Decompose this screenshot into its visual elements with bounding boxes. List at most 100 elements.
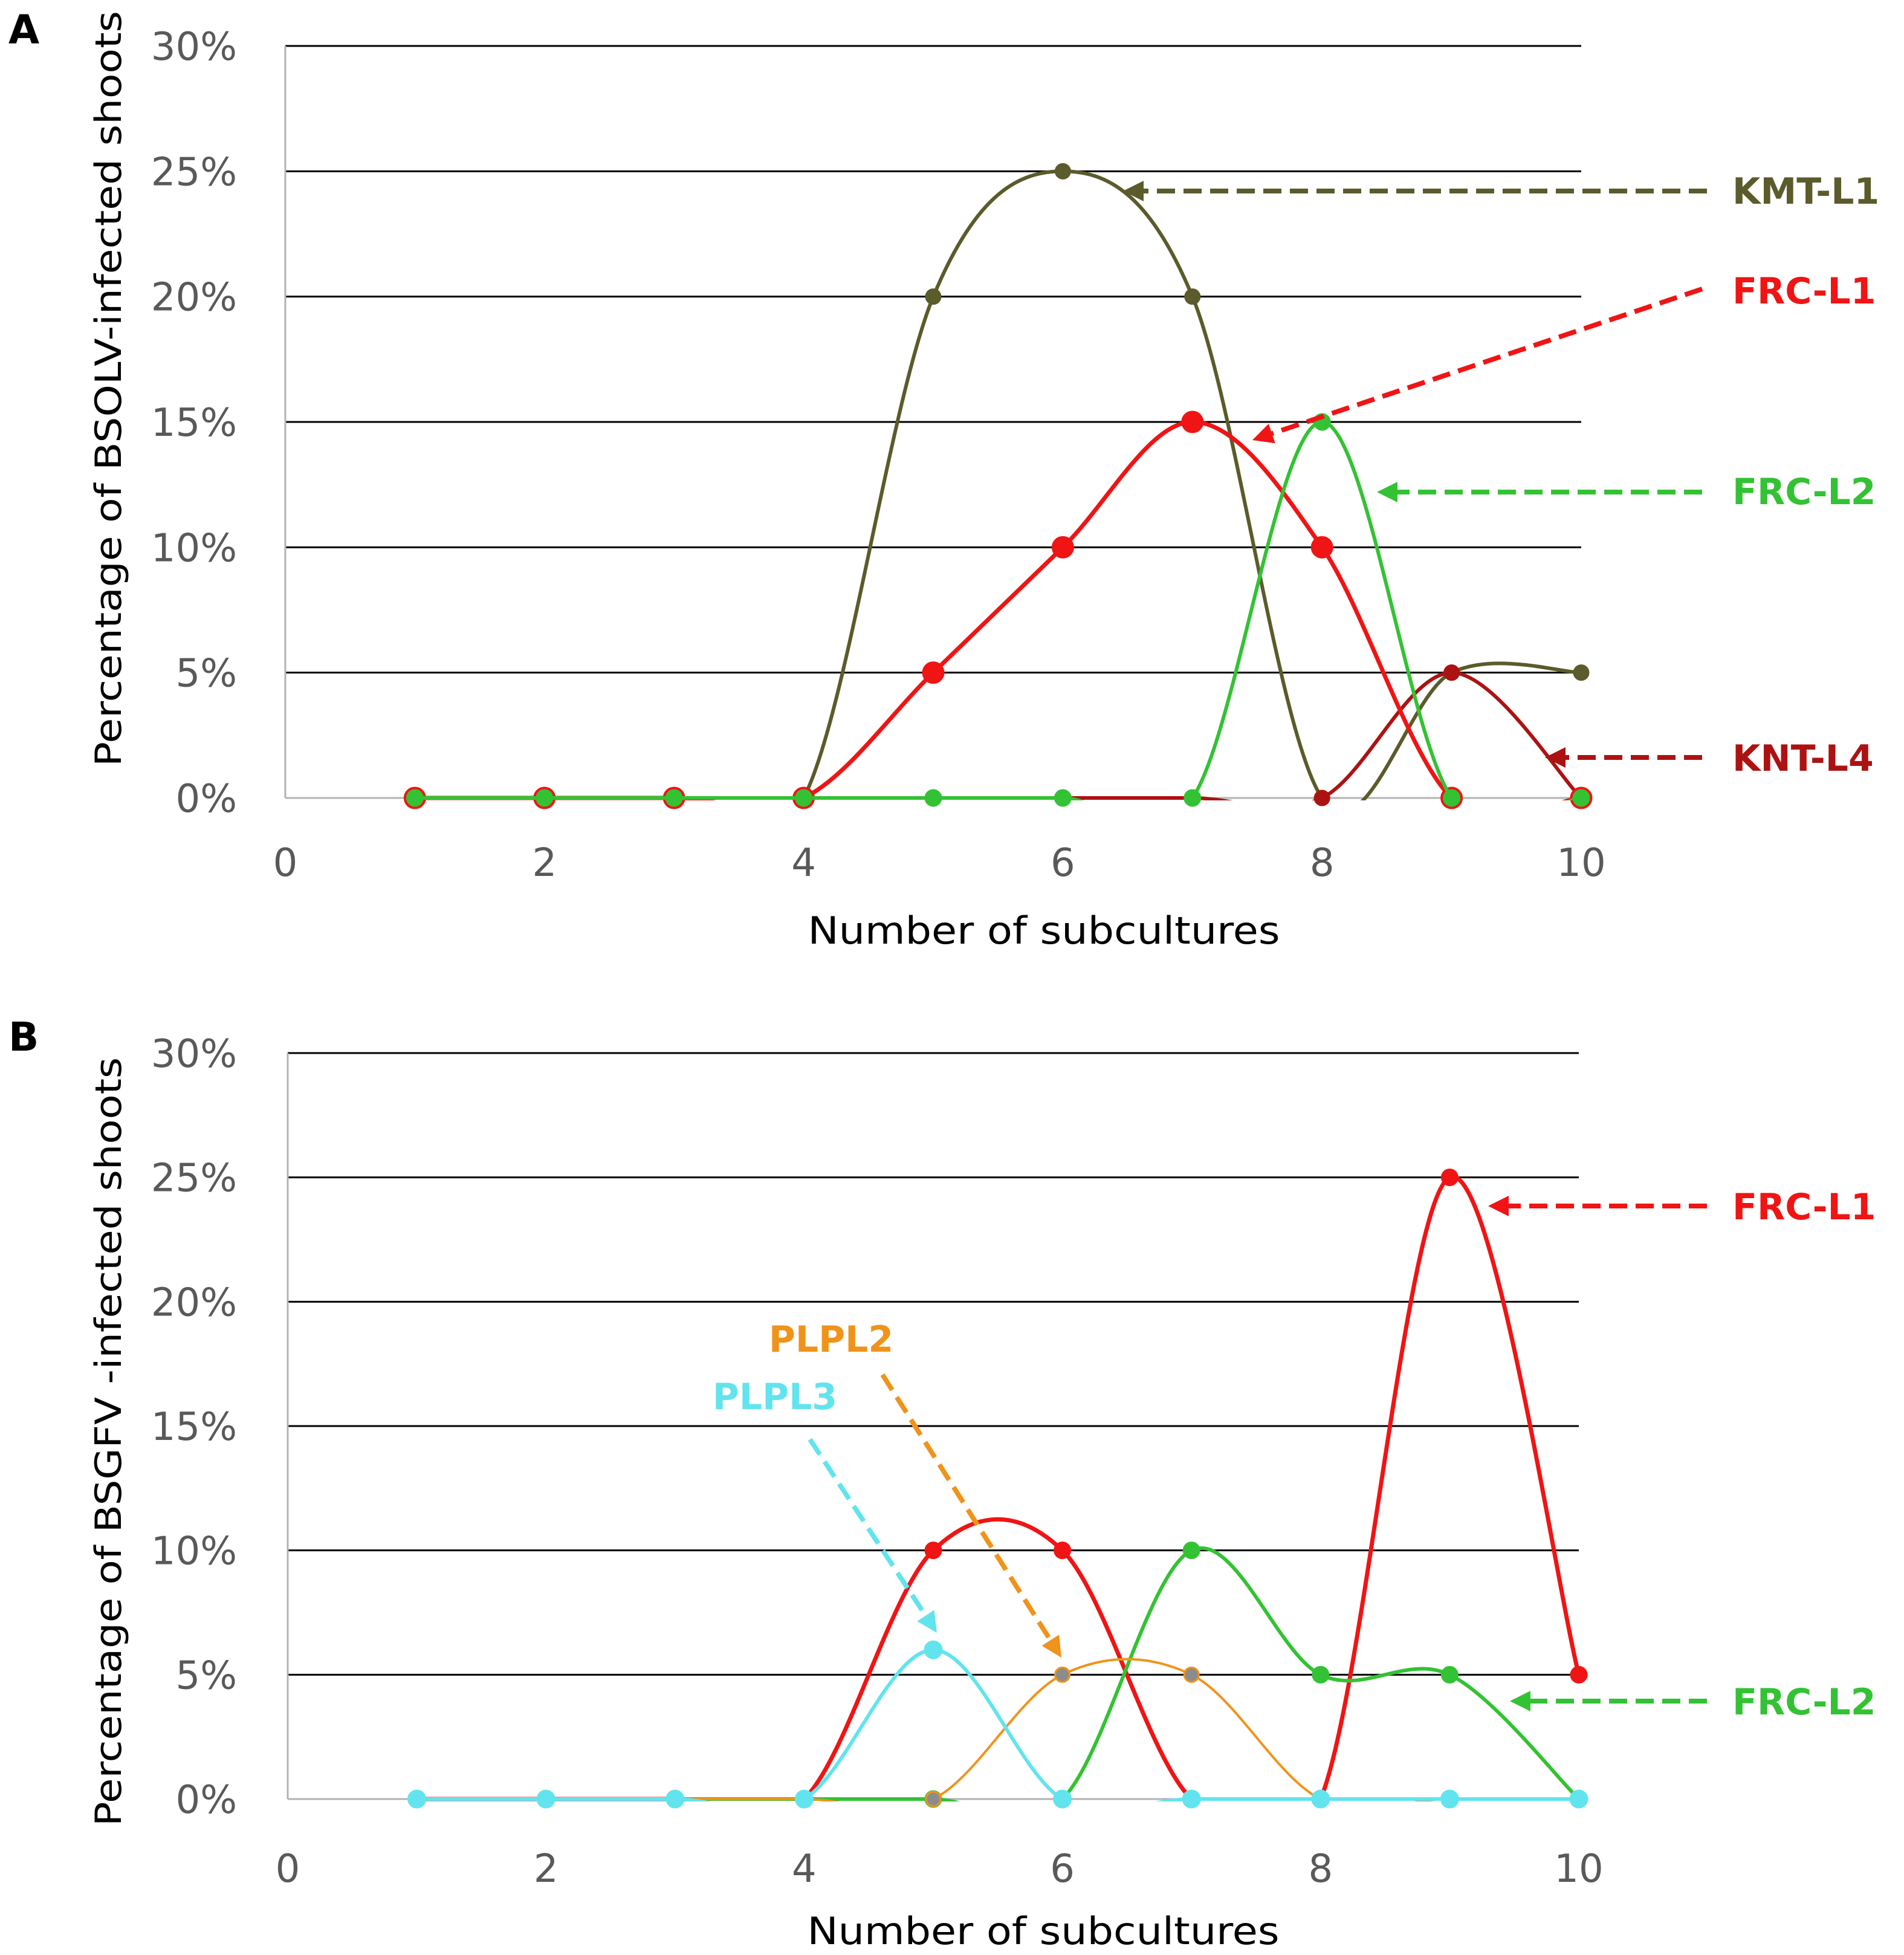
data-point	[1440, 1169, 1459, 1187]
data-point	[1054, 1666, 1071, 1683]
y-tick-label: 30%	[151, 25, 237, 70]
annotation-frc-l1: FRC-L1	[1488, 1186, 1876, 1228]
annotation-label: FRC-L2	[1732, 471, 1876, 513]
annotation-label: KMT-L1	[1732, 170, 1879, 213]
annotation-arrowhead	[1377, 482, 1397, 502]
annotation-arrow-line	[808, 1438, 928, 1617]
data-point	[1443, 664, 1460, 681]
x-tick-label: 6	[1051, 841, 1075, 886]
annotation-arrowhead	[1123, 181, 1144, 201]
annotation-frc-l2: FRC-L2	[1510, 1681, 1876, 1723]
series-line	[415, 1648, 1581, 1801]
chart-panel-a: A 0% 5% 10% 15% 20% 25% 30% 0 2 4 6 8 10 Number of sub…	[8, 7, 1879, 953]
data-point	[1440, 1665, 1459, 1684]
data-point	[665, 789, 683, 807]
x-tick-label: 4	[791, 841, 816, 886]
x-tick-label: 8	[1310, 841, 1335, 886]
panel-label: B	[8, 1014, 39, 1060]
y-tick-label: 20%	[151, 276, 237, 320]
data-point	[924, 1542, 942, 1560]
data-point	[536, 789, 554, 807]
y-tick-label: 0%	[175, 777, 237, 822]
series-line	[412, 420, 1584, 800]
annotation-label: FRC-L1	[1732, 1186, 1876, 1228]
data-point	[1313, 789, 1330, 806]
data-point	[924, 1640, 943, 1659]
series-line	[413, 169, 1583, 800]
series-line	[415, 1658, 1580, 1801]
series-frc-l1	[403, 410, 1593, 809]
series-frc-l2	[408, 1542, 1588, 1808]
annotation-frc-l1: FRC-L1	[1252, 270, 1876, 444]
y-tick-label: 10%	[151, 1529, 237, 1574]
data-point	[925, 1791, 942, 1807]
x-tick-label: 10	[1556, 841, 1605, 886]
x-tick-label: 10	[1554, 1847, 1603, 1892]
annotation-plpl3: PLPL3	[713, 1376, 937, 1633]
data-point	[1184, 288, 1201, 305]
series-frc-l1	[408, 1169, 1588, 1808]
data-point	[1570, 1665, 1588, 1684]
x-tick-label: 6	[1050, 1847, 1075, 1892]
x-axis-title: Number of subcultures	[808, 1909, 1280, 1953]
data-point	[1182, 1789, 1201, 1809]
annotation-arrowhead	[1488, 1196, 1509, 1216]
annotation-frc-l2: FRC-L2	[1377, 471, 1876, 513]
series-frc-l2	[406, 413, 1590, 807]
annotation-arrow-line	[880, 1373, 1053, 1642]
data-point	[1572, 789, 1590, 807]
data-point	[1053, 1789, 1072, 1809]
annotation-label: FRC-L1	[1732, 270, 1876, 313]
data-point	[1311, 1789, 1330, 1809]
series-plpl3	[407, 1640, 1588, 1809]
data-point	[1054, 1542, 1072, 1560]
y-axis-title: Percentage of BSOLV-infected shoots	[88, 11, 130, 767]
series-line	[413, 420, 1583, 800]
y-tick-label: 5%	[175, 652, 237, 696]
x-tick-label: 8	[1308, 1847, 1333, 1892]
x-tick-label: 4	[792, 1847, 817, 1892]
y-tick-label: 15%	[151, 401, 237, 446]
data-point	[924, 789, 942, 807]
data-point	[407, 1789, 427, 1809]
annotation-arrowhead	[1252, 424, 1275, 444]
data-point	[794, 1789, 814, 1809]
data-point	[1573, 664, 1590, 681]
y-tick-label: 10%	[151, 526, 237, 571]
series-line	[413, 670, 1583, 800]
annotation-label: FRC-L2	[1732, 1681, 1876, 1723]
data-point	[1054, 789, 1072, 807]
data-point	[1310, 536, 1333, 559]
data-point	[795, 789, 813, 807]
data-point	[922, 661, 945, 684]
chart-panel-b: B 0% 5% 10% 15% 20% 25% 30% 0 2 4 6 8 10 Number of sub…	[8, 1014, 1876, 1953]
annotation-kmt-l1: KMT-L1	[1123, 170, 1879, 213]
data-point	[406, 789, 424, 807]
x-tick-label: 2	[532, 841, 557, 886]
y-tick-label: 5%	[175, 1653, 237, 1698]
y-tick-label: 30%	[151, 1032, 237, 1077]
annotation-arrowhead	[1041, 1635, 1061, 1658]
y-tick-label: 15%	[151, 1405, 237, 1450]
data-point	[1440, 1789, 1459, 1809]
panel-label: A	[8, 7, 39, 53]
annotation-arrowhead	[1545, 747, 1566, 768]
annotation-label: KNT-L4	[1732, 738, 1874, 780]
x-axis-title: Number of subcultures	[808, 909, 1280, 953]
y-axis-title: Percentage of BSGFV -infected shoots	[88, 1057, 130, 1826]
y-tick-label: 0%	[175, 1778, 237, 1823]
annotation-knt-l4: KNT-L4	[1545, 738, 1874, 780]
data-point	[1569, 1789, 1588, 1809]
annotation-label: PLPL2	[769, 1318, 893, 1361]
y-tick-label: 25%	[151, 150, 237, 195]
data-point	[536, 1789, 555, 1809]
data-point	[1182, 1542, 1200, 1560]
data-point	[1184, 789, 1202, 807]
annotation-label: PLPL3	[713, 1376, 837, 1418]
data-point	[1183, 1666, 1200, 1683]
annotation-arrowhead	[917, 1610, 937, 1633]
y-tick-label: 20%	[151, 1280, 237, 1325]
x-tick-label: 0	[276, 1847, 300, 1892]
data-point	[1051, 536, 1074, 559]
